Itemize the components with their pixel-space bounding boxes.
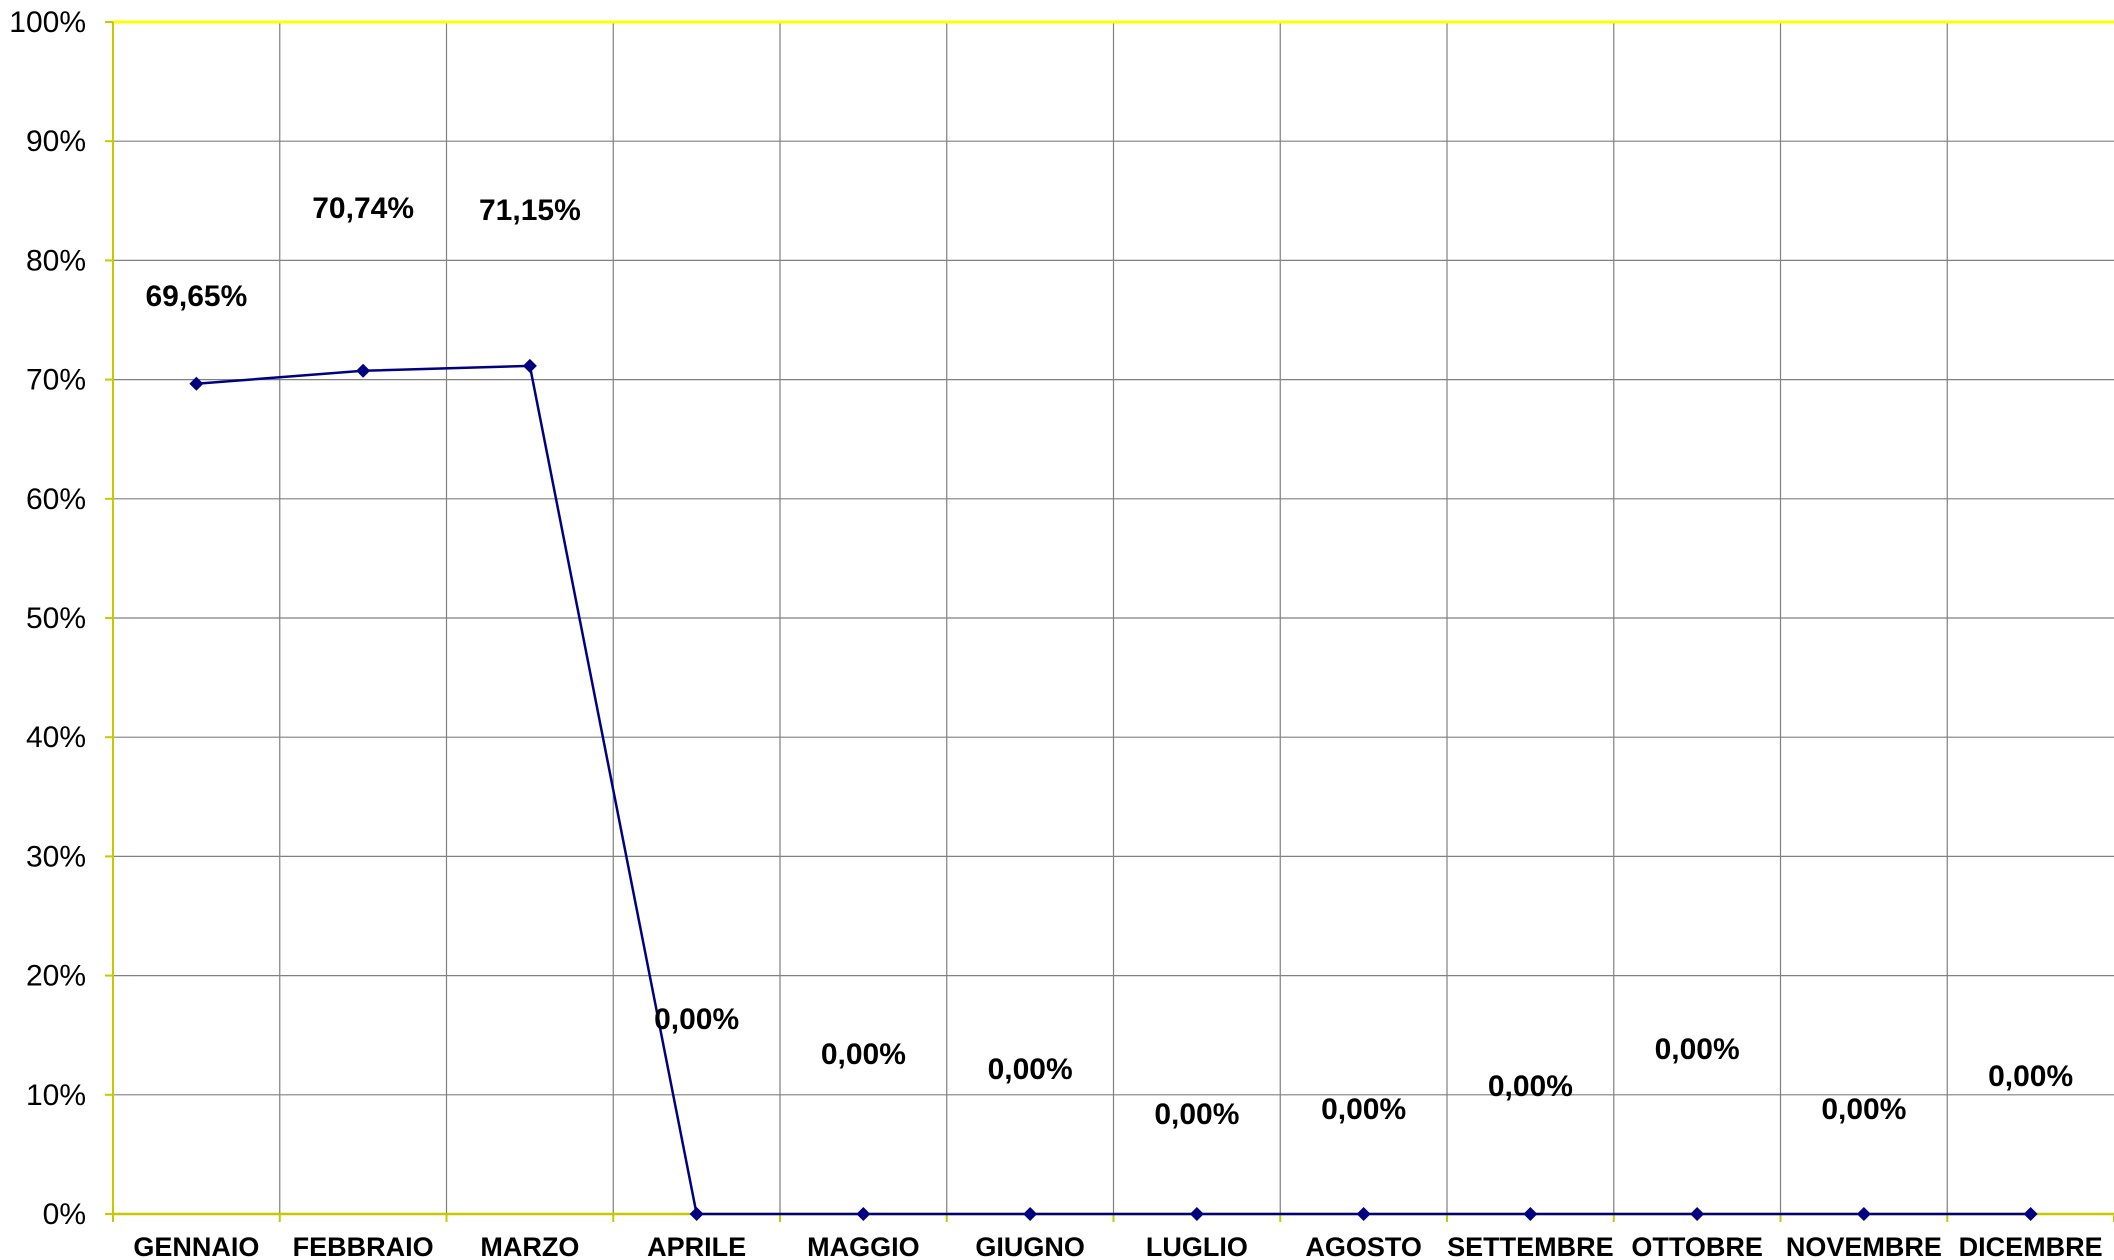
series (189, 358, 2038, 1221)
data-label: 0,00% (1154, 1098, 1239, 1131)
y-tick-label: 20% (26, 960, 86, 993)
y-tick-label: 50% (26, 602, 86, 635)
data-label: 0,00% (1321, 1093, 1406, 1126)
data-label: 0,00% (988, 1053, 1073, 1086)
y-tick-label: 30% (26, 840, 86, 873)
data-point (1356, 1207, 1371, 1221)
y-tick-label: 100% (9, 6, 86, 39)
data-label: 69,65% (146, 280, 248, 313)
y-tick-label: 70% (26, 364, 86, 397)
data-label: 0,00% (1488, 1070, 1573, 1103)
data-label: 0,00% (1655, 1033, 1740, 1066)
x-tick-label: LUGLIO (1146, 1232, 1248, 1260)
data-label: 0,00% (654, 1003, 739, 1036)
y-tick-label: 90% (26, 125, 86, 158)
data-label: 0,00% (1988, 1060, 2073, 1093)
data-point (1690, 1207, 1705, 1221)
data-label: 0,00% (821, 1038, 906, 1071)
data-label: 71,15% (479, 194, 581, 227)
data-point (1856, 1207, 1871, 1221)
data-point (1023, 1207, 1038, 1221)
x-tick-label: GENNAIO (133, 1232, 259, 1260)
x-tick-label: DICEMBRE (1959, 1232, 2103, 1260)
y-tick-label: 60% (26, 483, 86, 516)
y-tick-label: 0% (43, 1198, 86, 1231)
y-tick-labels: 0% 10% 20% 30% 40% 50% 60% 70% 80% 90% 100% (9, 6, 86, 1231)
x-tick-label: APRILE (647, 1232, 746, 1260)
x-tick-label: FEBBRAIO (293, 1232, 434, 1260)
y-tick-label: 10% (26, 1079, 86, 1112)
x-tick-label: GIUGNO (975, 1232, 1085, 1260)
x-tick-label: MAGGIO (807, 1232, 920, 1260)
data-point (856, 1207, 871, 1221)
x-tick-label: MARZO (480, 1232, 579, 1260)
y-tick-label: 40% (26, 721, 86, 754)
data-point (522, 358, 537, 373)
x-tick-label: OTTOBRE (1631, 1232, 1763, 1260)
x-tick-label: AGOSTO (1305, 1232, 1422, 1260)
data-point (1189, 1207, 1204, 1221)
series-line (196, 364, 2031, 1216)
data-label: 0,00% (1821, 1093, 1906, 1126)
data-label: 70,74% (312, 192, 414, 225)
x-tick-label: NOVEMBRE (1786, 1232, 1942, 1260)
y-tick-label: 80% (26, 244, 86, 277)
data-point (2023, 1207, 2038, 1221)
data-point (189, 376, 204, 391)
data-point (689, 1207, 704, 1221)
data-point (1523, 1207, 1538, 1221)
x-tick-labels: GENNAIO FEBBRAIO MARZO APRILE MAGGIO GIUGNO LU… (133, 1232, 2102, 1260)
x-tick-label: SETTEMBRE (1447, 1232, 1614, 1260)
data-labels: 69,65% 70,74% 71,15% 0,00% 0,00% 0,00% 0,00% 0,… (146, 192, 2074, 1131)
grid (113, 22, 2114, 1214)
data-point (356, 363, 371, 378)
